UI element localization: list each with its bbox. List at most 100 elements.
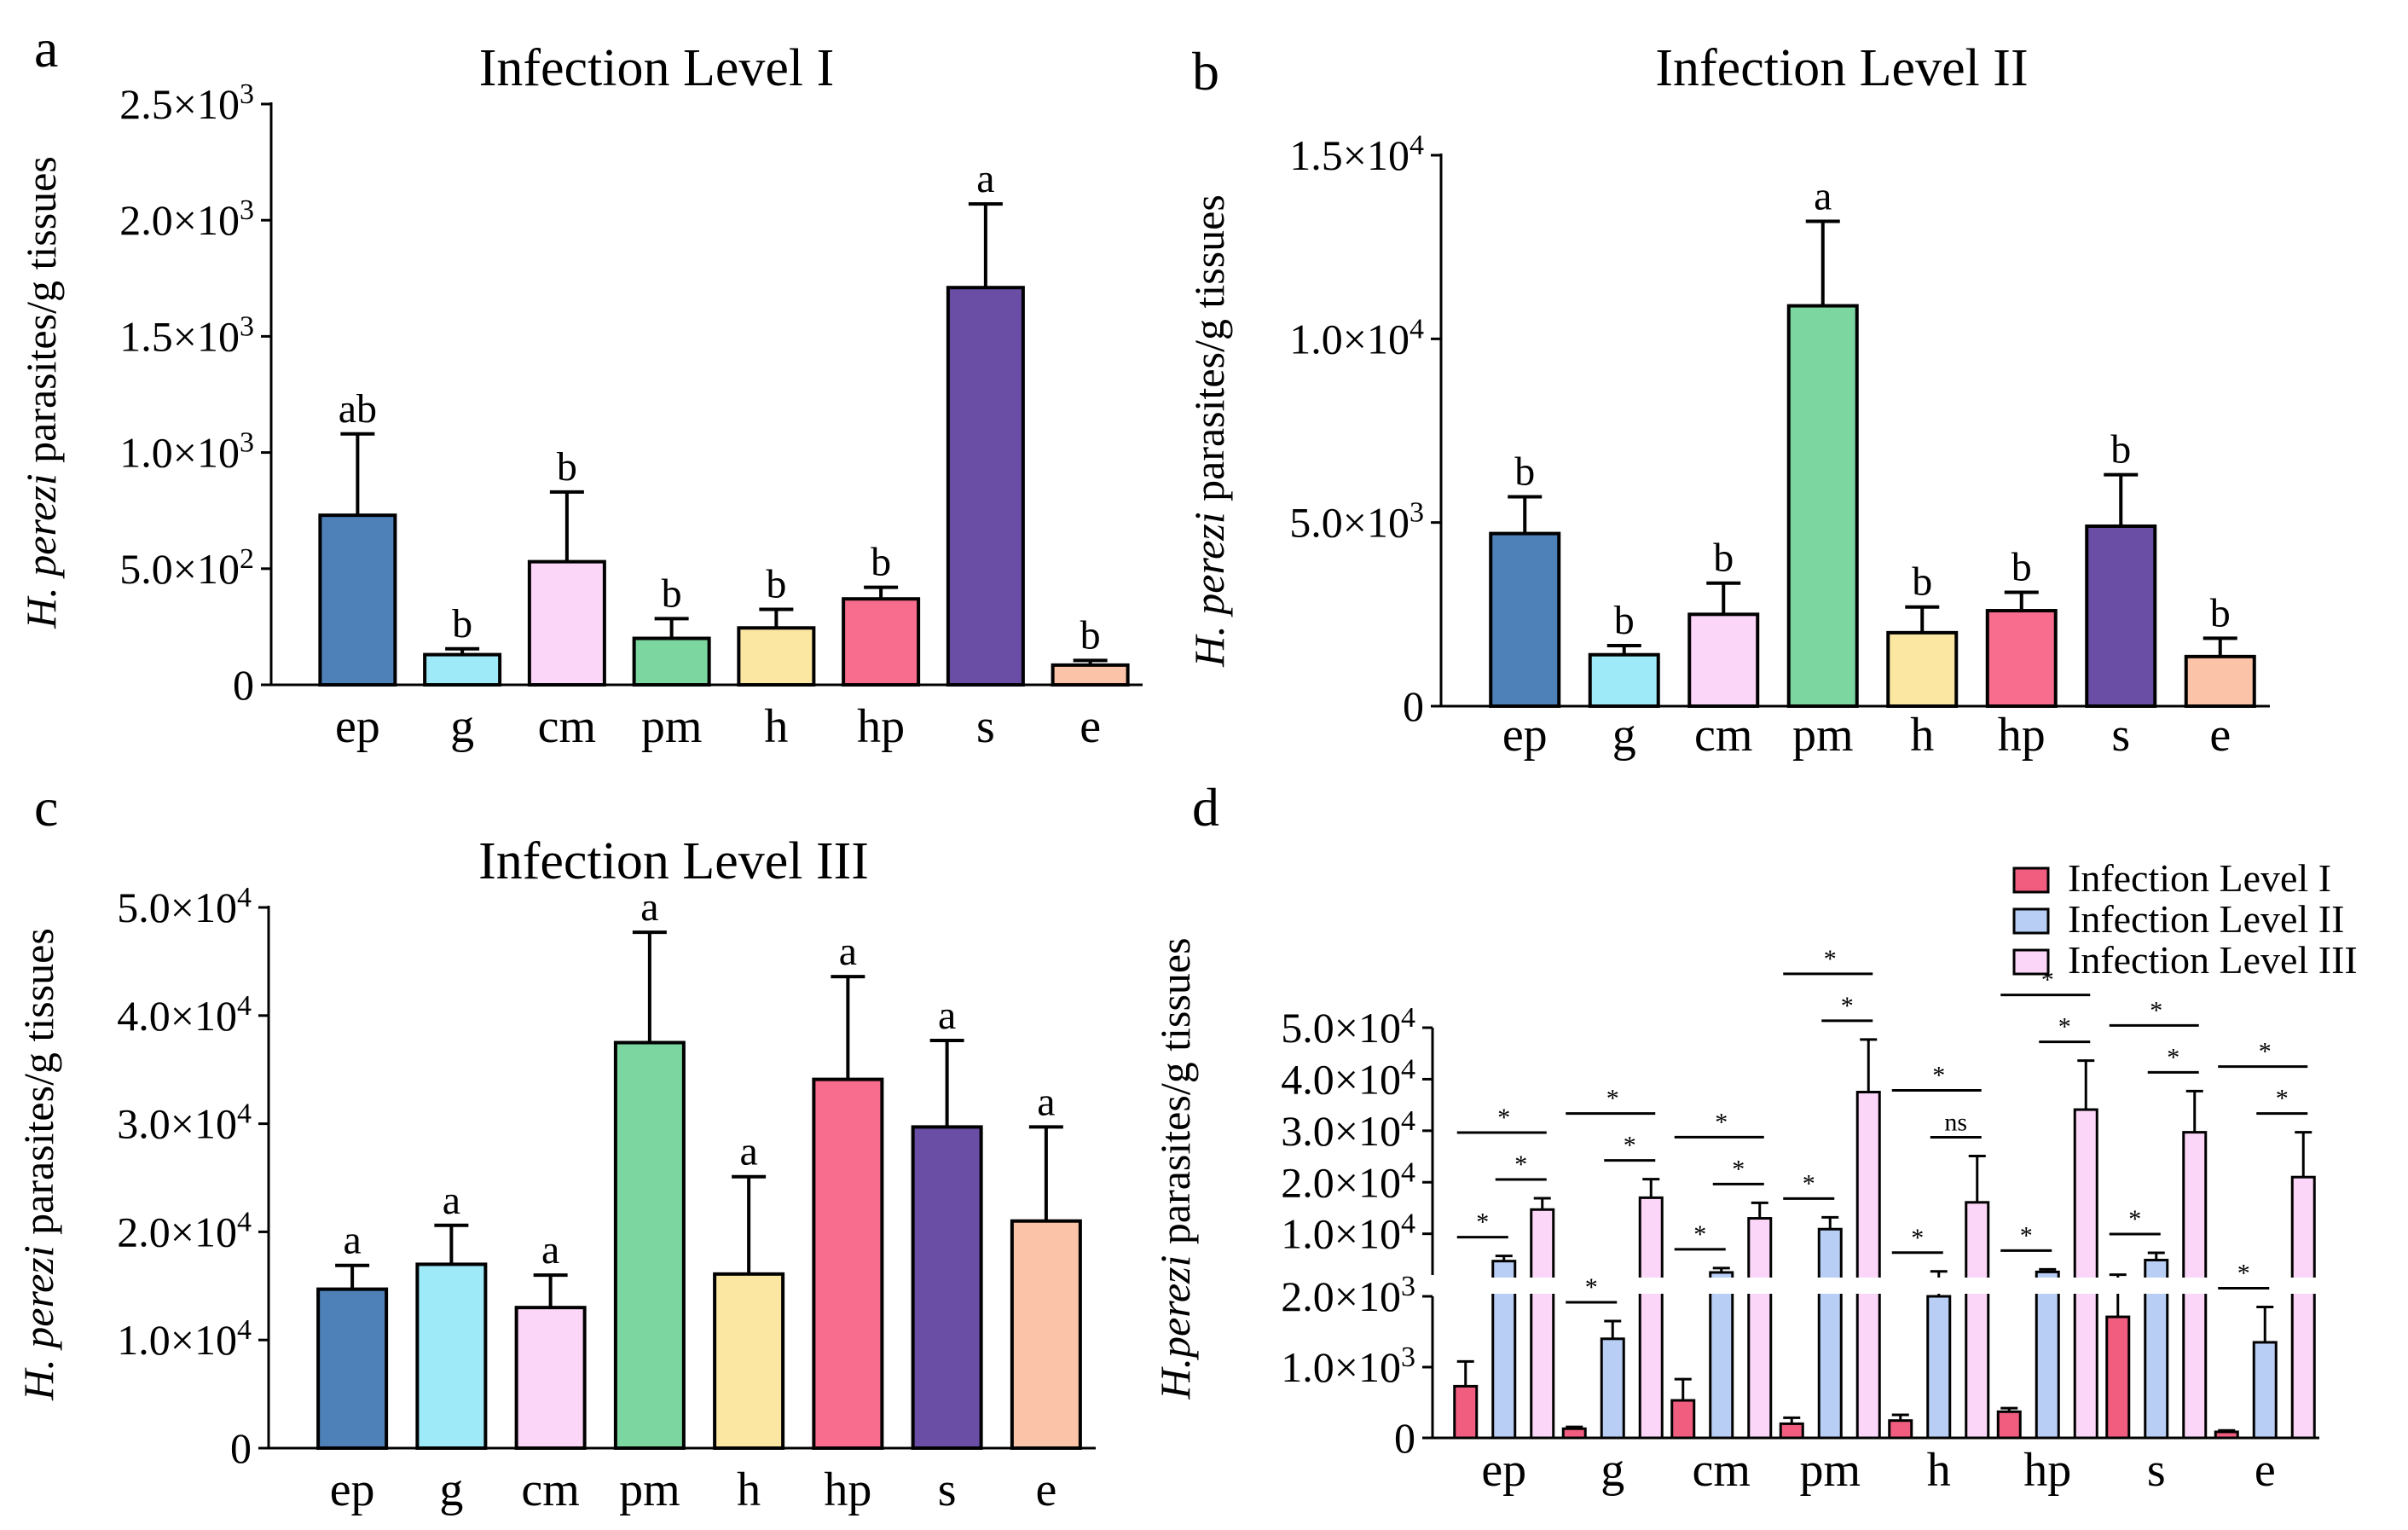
bar-g (1588, 652, 1660, 708)
bar-h (1886, 630, 1959, 708)
x-tick-label: h (737, 1463, 761, 1516)
bar-pm (1786, 304, 1859, 708)
significance-letter: b (1912, 559, 1932, 605)
y-tick-label: 0 (1403, 682, 1424, 730)
bar-pm (632, 636, 711, 687)
axis-break-gap (1988, 1278, 2108, 1294)
x-tick-label: h (1910, 709, 1934, 762)
chart-panel-a: a Infection Level I H. perezi parasites/g … (17, 18, 1143, 753)
sig-mark: * (1497, 1104, 1510, 1132)
panel-letter: b (1192, 41, 1219, 101)
sig-mark: * (2237, 1259, 2250, 1287)
bar-cm-level-1 (1670, 1399, 1696, 1440)
x-tick-label: pm (1799, 1444, 1861, 1497)
bar-g (423, 652, 502, 687)
significance-letter: a (839, 929, 857, 974)
chart-title: Infection Level III (478, 832, 869, 890)
x-tick-label: g (439, 1463, 463, 1516)
x-tick-label: ep (330, 1463, 375, 1516)
y-tick-label: 1.5×104 (1289, 130, 1424, 180)
x-tick-label: e (2209, 709, 2231, 762)
bar-ep (318, 513, 397, 687)
y-tick-label: 0 (1394, 1414, 1415, 1462)
significance-letter: b (1080, 612, 1101, 658)
significance-letter: b (557, 444, 577, 490)
bar-ep-level-3 (1530, 1208, 1555, 1440)
panel-letter: c (34, 777, 58, 837)
y-tick-label: 4.0×104 (1281, 1053, 1415, 1104)
y-tick-label: 5.0×104 (117, 882, 252, 932)
bar-cm-level-3 (1747, 1217, 1773, 1440)
bar-h (737, 626, 816, 687)
significance-letter: b (662, 571, 682, 616)
significance-letter: a (443, 1178, 460, 1223)
significance-letter: a (938, 993, 956, 1038)
chart-title: Infection Level II (1655, 39, 2028, 97)
y-tick-label: 1.5×103 (119, 310, 254, 361)
chart-panel-c: c Infection Level III H. perezi parasites/… (14, 777, 1096, 1516)
axis-break-gap (2205, 1278, 2325, 1294)
axis-break-gap (2096, 1278, 2216, 1294)
sig-mark: * (2128, 1205, 2141, 1233)
axis-break-gap (1444, 1278, 1564, 1294)
bar-g-level-1 (1561, 1427, 1587, 1440)
sig-mark: * (1932, 1061, 1945, 1089)
x-tick-label: ep (1502, 709, 1548, 762)
bar-ep (316, 1287, 389, 1450)
x-tick-label: h (764, 700, 788, 753)
bar-cm (1687, 612, 1760, 708)
sig-mark: * (1824, 945, 1837, 973)
sig-mark: * (1803, 1169, 1815, 1197)
x-tick-label: cm (1693, 1444, 1751, 1497)
bar-e (1010, 1219, 1082, 1450)
bar-s (946, 286, 1025, 687)
bar-cm-level-2 (1709, 1271, 1734, 1440)
bar-g-level-3 (1638, 1196, 1664, 1440)
chart-title: Infection Level I (479, 39, 835, 97)
bar-hp-level-1 (1996, 1410, 2022, 1440)
y-tick-label: 2.0×103 (119, 194, 254, 245)
significance-letter: b (452, 601, 472, 646)
significance-letter: b (2011, 544, 2032, 589)
bar-g-level-2 (1600, 1337, 1625, 1440)
sig-mark: * (1732, 1155, 1745, 1183)
x-tick-label: e (1035, 1463, 1056, 1516)
bar-pm-level-1 (1779, 1422, 1804, 1440)
bar-s (2085, 524, 2157, 708)
bar-ep-level-1 (1453, 1384, 1479, 1440)
bar-e-level-1 (2214, 1430, 2239, 1440)
y-tick-label: 4.0×104 (117, 989, 252, 1040)
bar-e-level-2 (2252, 1341, 2278, 1440)
significance-letter: a (1037, 1079, 1055, 1124)
bar-pm (613, 1040, 686, 1450)
sig-mark: * (2167, 1043, 2179, 1071)
significance-letter: a (640, 884, 658, 930)
bar-hp (842, 597, 921, 687)
x-tick-label: h (1927, 1444, 1951, 1497)
x-tick-label: ep (1481, 1444, 1526, 1497)
bar-hp-level-3 (2073, 1108, 2098, 1440)
bar-cm (527, 559, 606, 687)
x-tick-label: ep (335, 700, 380, 753)
y-tick-label: 1.0×104 (1281, 1208, 1415, 1258)
significance-letter: b (1614, 598, 1635, 643)
bar-cm (514, 1306, 587, 1451)
y-tick-label: 5.0×103 (1289, 496, 1424, 547)
y-axis-label: H. perezi parasites/g tissues (1185, 194, 1233, 668)
y-tick-label: 1.0×103 (119, 426, 254, 477)
sig-mark: * (2058, 1013, 2071, 1041)
significance-letter: b (2110, 427, 2131, 472)
y-tick-label: 2.5×103 (119, 78, 254, 129)
y-axis-label: H. perezi parasites/g tissues (14, 928, 62, 1401)
y-axis-label: H. perezi parasites/g tissues (17, 156, 65, 629)
y-tick-label: 3.0×104 (1281, 1104, 1415, 1155)
significance-letter: b (2210, 590, 2231, 635)
x-tick-label: hp (857, 700, 905, 753)
sig-mark: * (1693, 1220, 1706, 1249)
x-tick-label: pm (641, 700, 703, 753)
x-tick-label: g (450, 700, 474, 753)
legend-swatch (2012, 907, 2050, 935)
x-tick-label: hp (2023, 1444, 2071, 1497)
sig-mark: * (1841, 992, 1854, 1020)
